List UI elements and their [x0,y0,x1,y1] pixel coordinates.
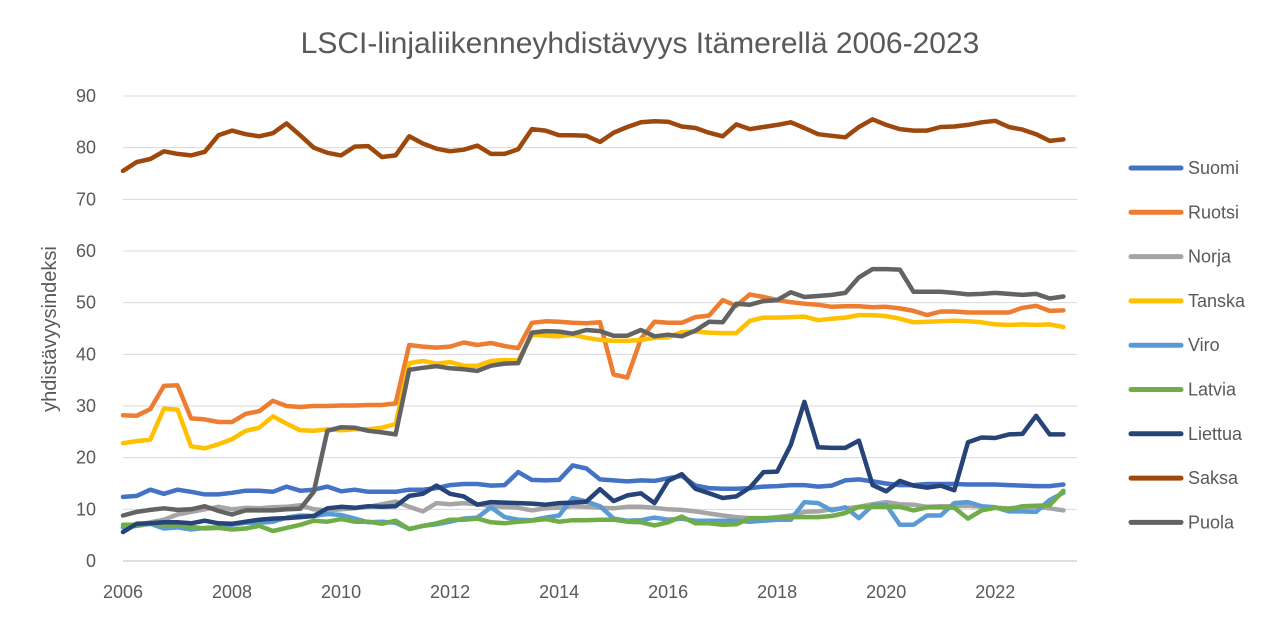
y-axis-ticks: 0 10 20 30 40 50 60 70 80 90 [76,86,96,571]
legend-label: Norja [1188,247,1232,267]
legend: Suomi Ruotsi Norja Tanska Viro Latvia Liettua S… [1128,158,1246,532]
x-tick-label: 2020 [866,582,906,602]
legend-label: Tanska [1188,291,1246,311]
legend-label: Latvia [1188,380,1237,400]
legend-item-tanska: Tanska [1128,291,1246,311]
legend-label: Puola [1188,512,1235,532]
series-line-suomi [120,463,1066,500]
legend-label: Saksa [1188,468,1239,488]
legend-item-saksa: Saksa [1128,468,1239,488]
series-line-puola [120,266,1066,518]
series-line-norja [120,499,1066,530]
y-tick-label: 20 [76,448,96,468]
legend-label: Liettua [1188,424,1243,444]
series-line-tanska [120,312,1066,451]
y-tick-label: 0 [86,551,96,571]
chart-title: LSCI-linjaliikenneyhdistävyys Itämerellä… [301,27,980,60]
x-tick-label: 2014 [539,582,579,602]
y-axis-label: yhdistävyysindeksi [39,246,61,412]
y-tick-label: 50 [76,293,96,313]
plot-area [120,117,1066,535]
legend-item-viro: Viro [1128,335,1220,355]
series-line-liettua [120,399,1066,535]
legend-item-liettua: Liettua [1128,424,1243,444]
y-tick-label: 60 [76,241,96,261]
y-tick-label: 80 [76,138,96,158]
legend-label: Ruotsi [1188,202,1239,222]
y-tick-label: 40 [76,344,96,364]
x-tick-label: 2012 [430,582,470,602]
legend-item-latvia: Latvia [1128,380,1237,400]
legend-item-puola: Puola [1128,512,1235,532]
x-tick-label: 2010 [321,582,361,602]
x-tick-label: 2008 [212,582,252,602]
y-tick-label: 90 [76,86,96,106]
x-axis-ticks: 2006 2008 2010 2012 2014 2016 2018 2020 2022 [103,582,1015,602]
legend-item-norja: Norja [1128,247,1232,267]
legend-item-ruotsi: Ruotsi [1128,202,1239,222]
series-line-latvia [120,488,1066,534]
legend-item-suomi: Suomi [1128,158,1239,178]
x-tick-label: 2006 [103,582,143,602]
y-tick-label: 70 [76,189,96,209]
y-tick-label: 30 [76,396,96,416]
y-tick-label: 10 [76,499,96,519]
x-tick-label: 2018 [757,582,797,602]
x-tick-label: 2016 [648,582,688,602]
legend-label: Viro [1188,335,1220,355]
legend-label: Suomi [1188,158,1239,178]
series-line-ruotsi [120,292,1066,425]
x-tick-label: 2022 [975,582,1015,602]
series-line-saksa [120,117,1066,174]
